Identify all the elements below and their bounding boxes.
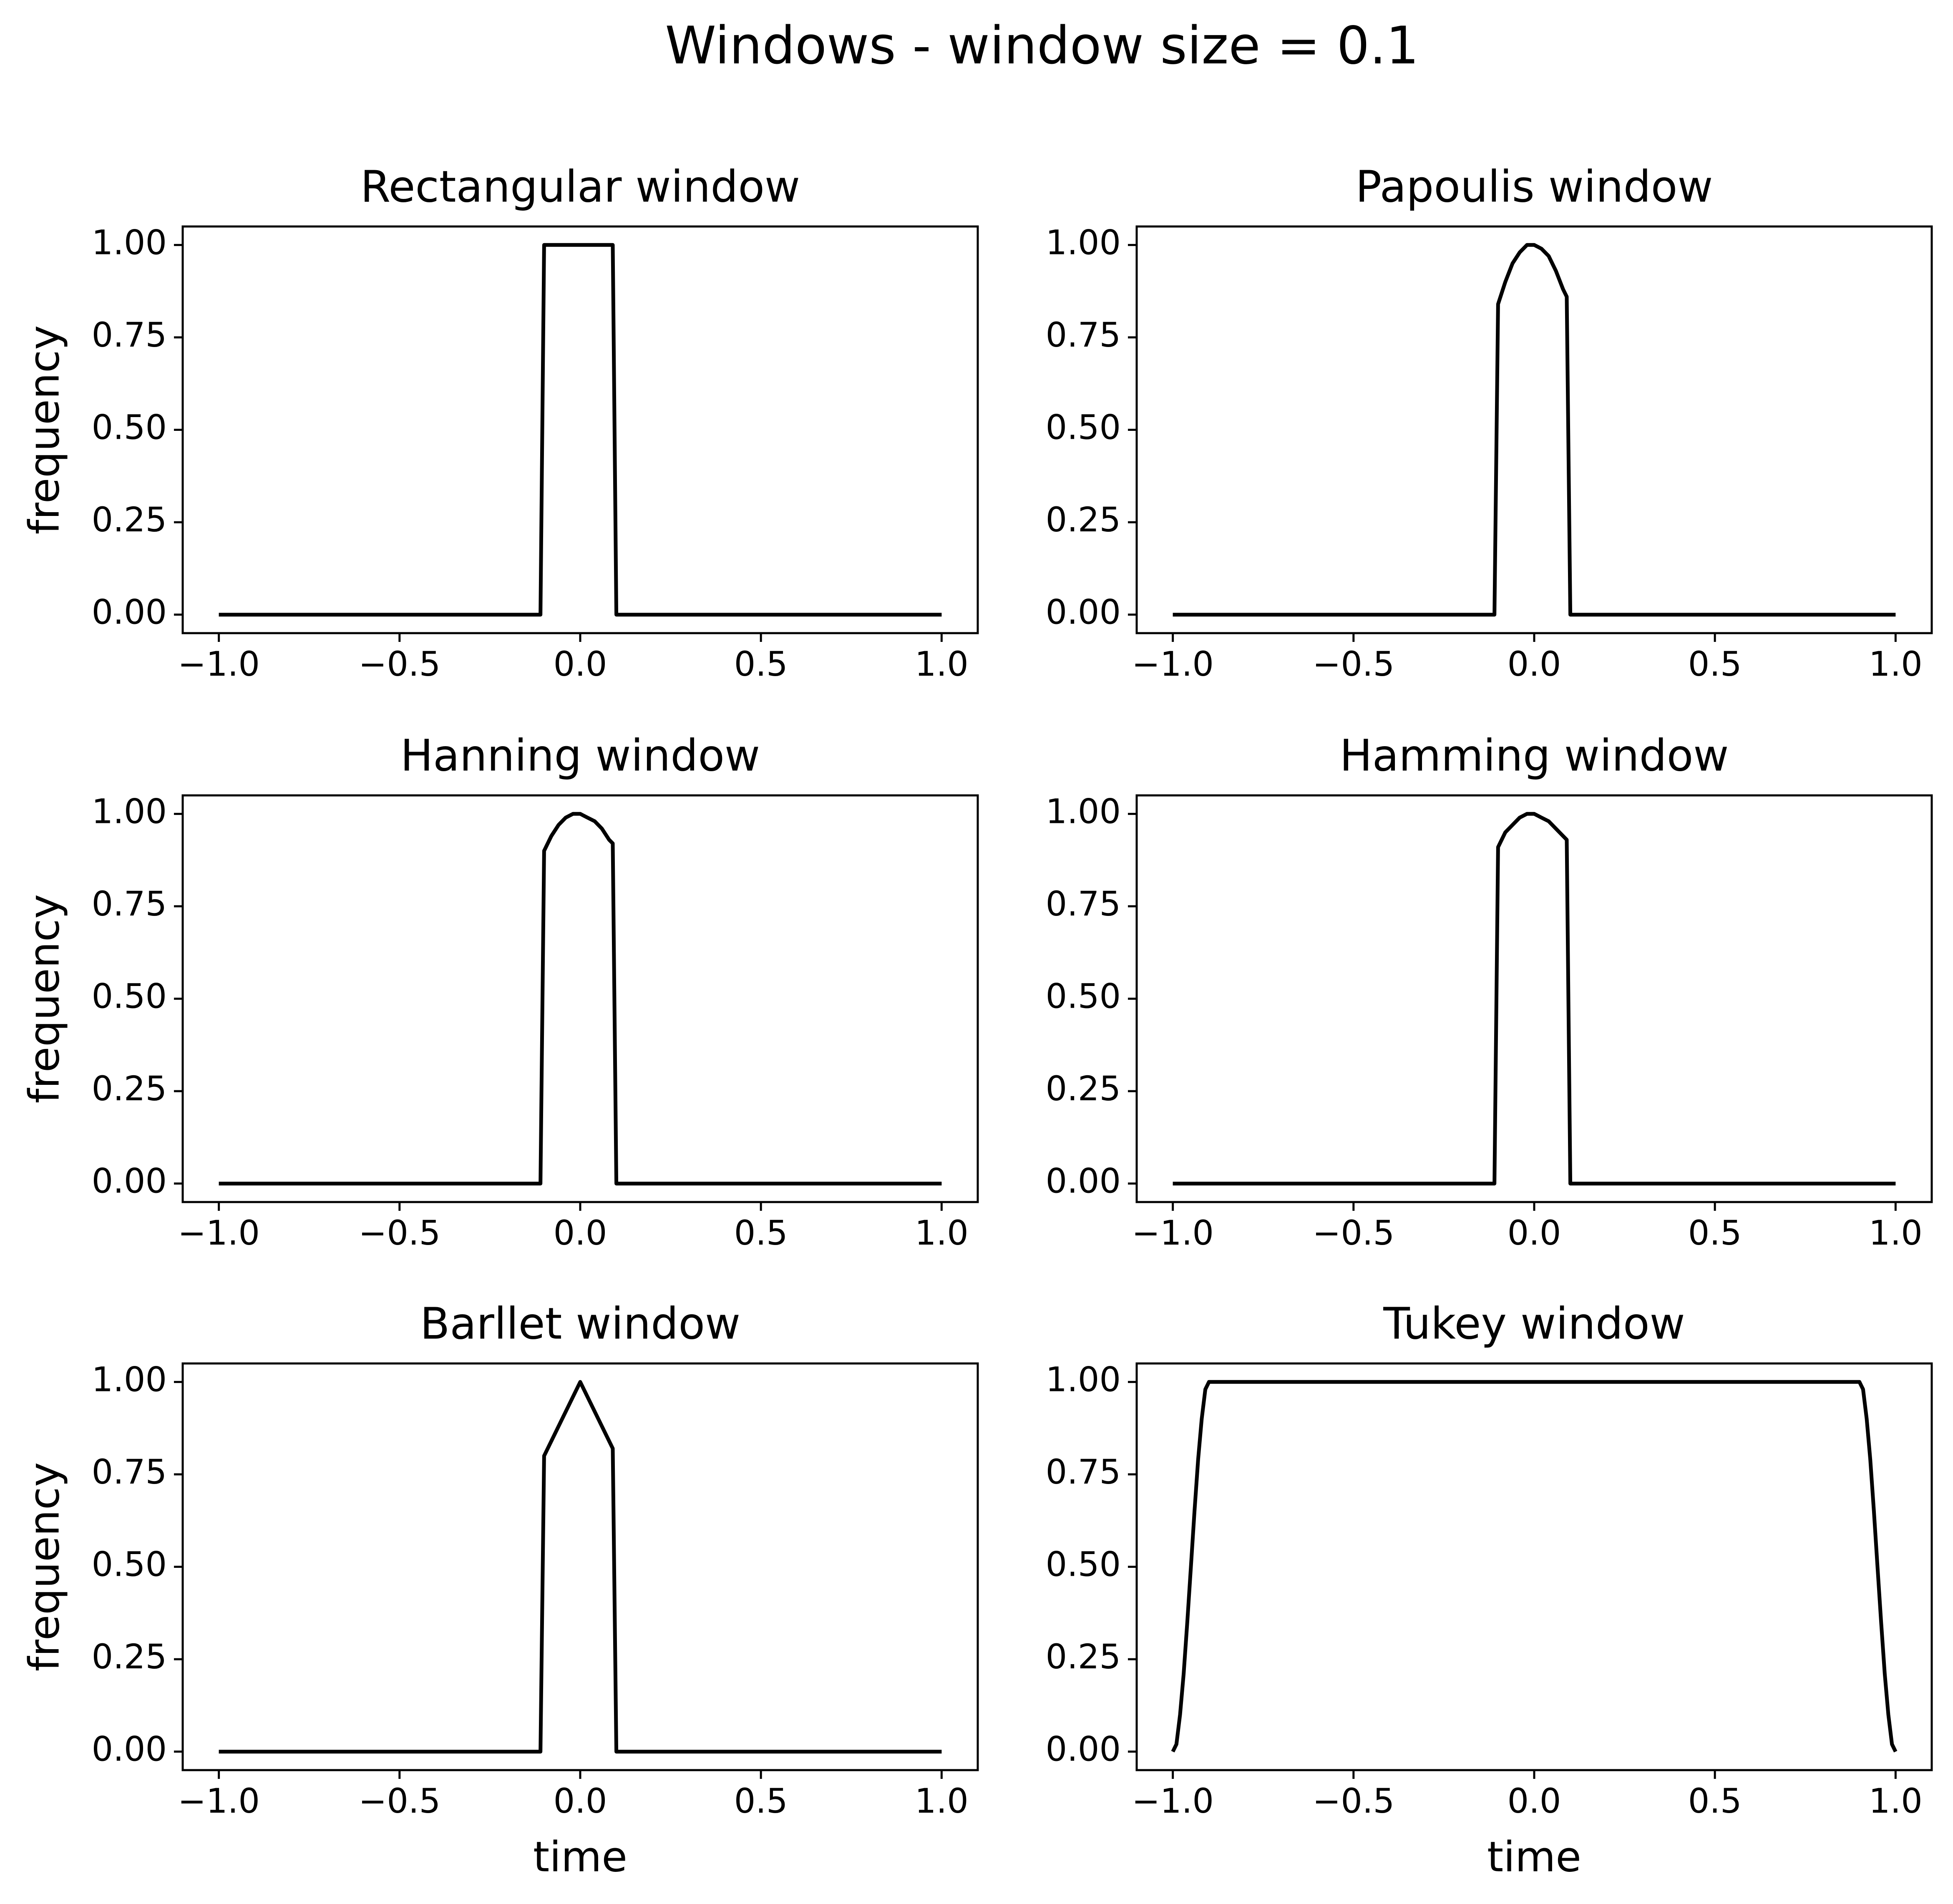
y-tick-label: 0.75 [92,316,167,355]
axes-frame [181,225,979,634]
y-tick-label: 0.25 [92,1069,167,1109]
x-tick-label: 0.0 [554,645,607,684]
series-line [1171,1380,1898,1753]
x-tick-label: 0.5 [1688,1214,1742,1253]
x-tick-label: 0.0 [1508,1214,1561,1253]
y-axis-label: frequency [20,1462,68,1672]
axes-frame [181,794,979,1203]
subplot-title: Rectangular window [360,161,800,212]
y-axis-label: frequency [20,894,68,1104]
x-tick-label: −0.5 [358,1214,440,1253]
y-tick-label: 0.00 [92,593,167,632]
x-tick-label: 1.0 [915,645,969,684]
series-line [1173,243,1896,617]
y-tick-label: 0.00 [1046,1730,1121,1769]
y-tick-label: 0.00 [92,1162,167,1201]
x-tick-label: 0.0 [554,1214,607,1253]
x-tick-label: −1.0 [178,645,260,684]
y-tick-label: 0.75 [1046,316,1121,355]
y-tick-label: 0.50 [92,1545,167,1584]
subplot-panel: Barllet window −1.0 −0.5 0.0 0.5 1.0 0.00 0.25 0… [20,1298,979,1881]
y-tick-label: 1.00 [92,223,167,262]
y-tick-label: 0.50 [1046,408,1121,447]
y-tick-label: 0.75 [1046,885,1121,924]
y-tick-label: 1.00 [92,1360,167,1399]
x-tick-label: −1.0 [178,1214,260,1253]
y-tick-label: 1.00 [92,792,167,831]
y-tick-label: 0.50 [1046,977,1121,1016]
x-tick-label: 0.5 [734,1782,788,1821]
y-tick-label: 0.75 [1046,1453,1121,1492]
subplot-panel: Hamming window −1.0 −0.5 0.0 0.5 1.0 0.00 0.25 0… [1046,730,1933,1253]
x-tick-label: 0.0 [554,1782,607,1821]
x-tick-label: 1.0 [915,1214,969,1253]
subplot-title: Tukey window [1383,1298,1685,1349]
series-line [219,1380,942,1754]
y-tick-label: 0.25 [92,501,167,540]
x-tick-label: −1.0 [178,1782,260,1821]
x-tick-label: −1.0 [1132,645,1214,684]
x-tick-label: −0.5 [1312,1782,1394,1821]
x-tick-label: 1.0 [915,1782,969,1821]
x-tick-label: 0.0 [1508,645,1561,684]
x-axis-label: time [1487,1832,1581,1881]
subplot-panel: Tukey window −1.0 −0.5 0.0 0.5 1.0 0.00 0.25 0.5… [1046,1298,1933,1881]
axes-frame [1135,794,1933,1203]
y-tick-label: 0.75 [92,1453,167,1492]
y-tick-label: 1.00 [1046,1360,1121,1399]
x-tick-label: 0.5 [734,645,788,684]
x-tick-label: 1.0 [1869,645,1923,684]
x-tick-label: −1.0 [1132,1214,1214,1253]
axes-frame [181,1362,979,1771]
y-tick-label: 1.00 [1046,223,1121,262]
x-tick-label: 1.0 [1869,1214,1923,1253]
x-tick-label: 0.5 [734,1214,788,1253]
y-tick-label: 0.25 [1046,1637,1121,1677]
series-line [219,243,942,617]
y-tick-label: 0.50 [92,977,167,1016]
subplot-panel: Rectangular window −1.0 −0.5 0.0 0.5 1.0 0.00 0… [20,161,979,684]
y-tick-label: 0.25 [1046,1069,1121,1109]
x-tick-label: 0.5 [1688,645,1742,684]
series-line [1173,812,1896,1186]
y-tick-label: 0.50 [92,408,167,447]
subplot-panel: Papoulis window −1.0 −0.5 0.0 0.5 1.0 0.00 0.25… [1046,161,1933,684]
subplot-grid: Rectangular window −1.0 −0.5 0.0 0.5 1.0 0.00 0… [20,161,1933,1881]
y-tick-label: 0.50 [1046,1545,1121,1584]
x-tick-label: 1.0 [1869,1782,1923,1821]
x-axis-label: time [533,1832,627,1881]
x-tick-label: −0.5 [1312,1214,1394,1253]
x-tick-label: −0.5 [1312,645,1394,684]
subplot-title: Barllet window [420,1298,740,1349]
x-tick-label: −0.5 [358,1782,440,1821]
axes-frame [1135,225,1933,634]
x-tick-label: −1.0 [1132,1782,1214,1821]
subplot-title: Hamming window [1339,730,1729,781]
y-tick-label: 0.00 [92,1730,167,1769]
figure-suptitle: Windows - window size = 0.1 [665,16,1419,76]
x-tick-label: 0.0 [1508,1782,1561,1821]
subplot-title: Papoulis window [1356,161,1713,212]
y-tick-label: 0.75 [92,885,167,924]
y-axis-label: frequency [20,325,68,535]
y-tick-label: 0.00 [1046,1162,1121,1201]
axes-frame [1135,1362,1933,1771]
y-tick-label: 1.00 [1046,792,1121,831]
y-tick-label: 0.25 [92,1637,167,1677]
x-tick-label: 0.5 [1688,1782,1742,1821]
subplot-panel: Hanning window −1.0 −0.5 0.0 0.5 1.0 0.00 0.25 0… [20,730,979,1253]
subplot-title: Hanning window [400,730,760,781]
y-tick-label: 0.00 [1046,593,1121,632]
x-tick-label: −0.5 [358,645,440,684]
series-line [219,812,942,1186]
y-tick-label: 0.25 [1046,501,1121,540]
